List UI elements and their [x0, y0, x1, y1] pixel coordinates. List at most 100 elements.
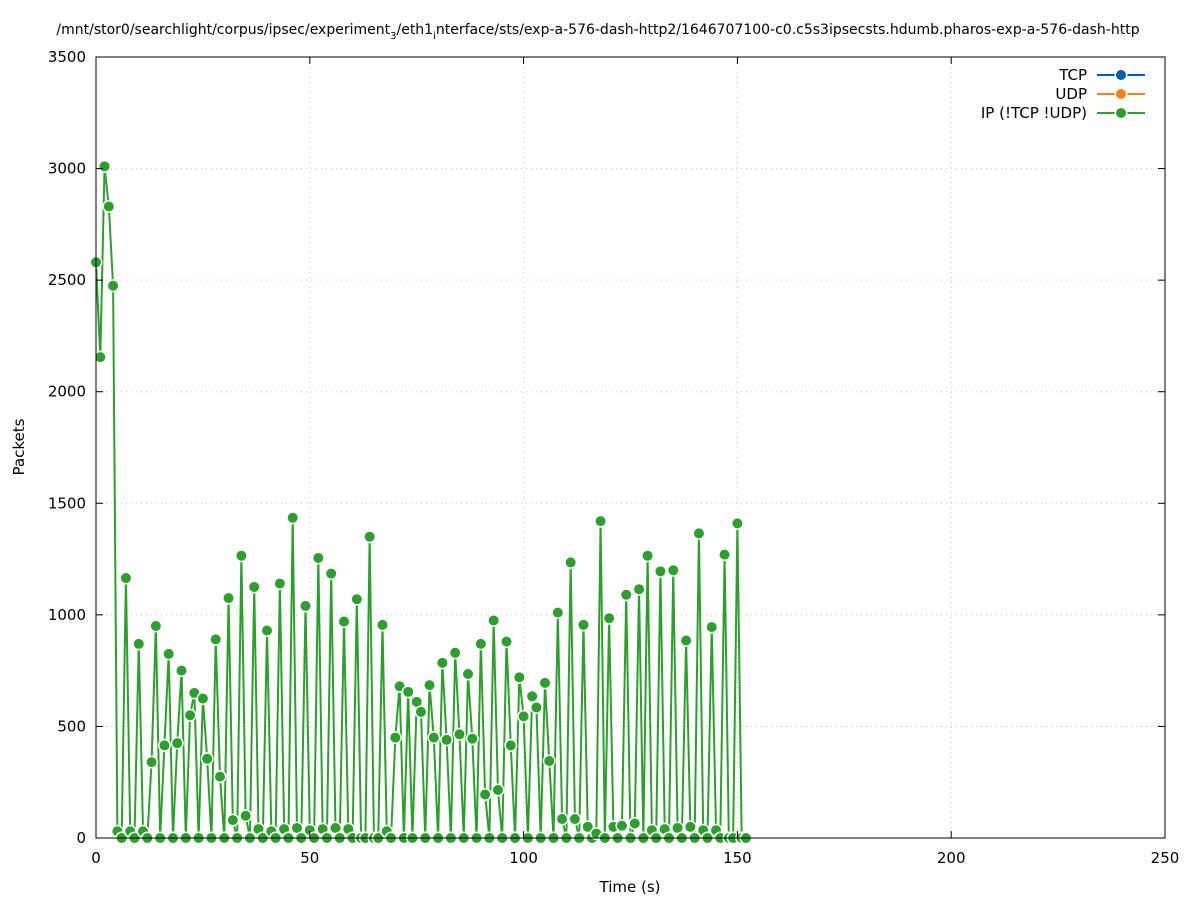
- data-point: [159, 740, 170, 751]
- data-point: [351, 594, 362, 605]
- x-axis-label: Time (s): [599, 878, 661, 896]
- data-point: [240, 810, 251, 821]
- data-point: [262, 625, 273, 636]
- data-point: [616, 820, 627, 831]
- data-point: [236, 550, 247, 561]
- x-tick-label: 0: [91, 849, 101, 867]
- data-point: [454, 729, 465, 740]
- data-point: [108, 280, 119, 291]
- data-point: [441, 734, 452, 745]
- data-point: [210, 634, 221, 645]
- data-point: [505, 740, 516, 751]
- legend-label: UDP: [1055, 85, 1087, 103]
- data-point: [99, 161, 110, 172]
- data-point: [377, 619, 388, 630]
- data-point: [681, 635, 692, 646]
- data-point: [552, 607, 563, 618]
- data-point: [719, 549, 730, 560]
- data-point: [475, 638, 486, 649]
- data-point: [706, 622, 717, 633]
- data-point: [197, 693, 208, 704]
- data-point: [527, 691, 538, 702]
- x-tick-label: 200: [937, 849, 966, 867]
- x-axis-ticks: 0 50 100 150 200 250: [91, 57, 1179, 867]
- data-point: [463, 668, 474, 679]
- data-point: [595, 516, 606, 527]
- plot-frame: [95, 56, 1166, 839]
- data-point: [343, 824, 354, 835]
- data-point: [531, 702, 542, 713]
- data-point: [621, 589, 632, 600]
- data-point: [339, 616, 350, 627]
- y-tick-label: 0: [76, 829, 86, 847]
- chart-title: /mnt/stor0/searchlight/corpus/ipsec/expe…: [56, 22, 1139, 42]
- x-tick-label: 150: [723, 849, 752, 867]
- series-line: [95, 166, 746, 842]
- y-axis-label: Packets: [10, 418, 28, 475]
- data-point: [223, 593, 234, 604]
- data-point: [428, 732, 439, 743]
- data-point: [582, 821, 593, 832]
- data-point: [163, 648, 174, 659]
- data-point: [518, 711, 529, 722]
- data-point: [326, 568, 337, 579]
- data-point: [693, 528, 704, 539]
- data-point: [364, 531, 375, 542]
- data-point: [467, 733, 478, 744]
- data-point: [249, 581, 260, 592]
- data-point: [300, 600, 311, 611]
- data-point: [253, 824, 264, 835]
- legend-label: IP (!TCP !UDP): [981, 104, 1087, 122]
- data-point: [634, 584, 645, 595]
- x-tick-label: 100: [509, 849, 538, 867]
- data-point: [655, 566, 666, 577]
- data-point: [103, 201, 114, 212]
- legend-marker: [1116, 89, 1126, 99]
- data-point: [394, 681, 405, 692]
- data-point: [146, 757, 157, 768]
- data-point: [185, 710, 196, 721]
- data-point: [227, 815, 238, 826]
- y-axis-ticks: 0 500 1000 1500 2000 2500 3000 3500: [48, 48, 1165, 847]
- legend-marker: [1116, 70, 1126, 80]
- data-point: [313, 552, 324, 563]
- data-point: [202, 753, 213, 764]
- data-point: [279, 824, 290, 835]
- y-tick-label: 3500: [48, 48, 86, 66]
- data-point: [411, 696, 422, 707]
- data-point: [557, 814, 568, 825]
- y-tick-label: 1500: [48, 494, 86, 512]
- data-point: [642, 550, 653, 561]
- data-point: [133, 638, 144, 649]
- data-point: [415, 706, 426, 717]
- y-tick-label: 500: [57, 717, 86, 735]
- data-point: [330, 822, 341, 833]
- data-point: [569, 814, 580, 825]
- data-point: [565, 557, 576, 568]
- y-tick-label: 2000: [48, 383, 86, 401]
- legend-label: TCP: [1058, 66, 1087, 84]
- data-point: [604, 613, 615, 624]
- data-point: [501, 636, 512, 647]
- x-tick-label: 50: [300, 849, 319, 867]
- data-point: [215, 771, 225, 782]
- x-tick-label: 250: [1151, 849, 1180, 867]
- data-point: [672, 822, 683, 833]
- data-point: [539, 677, 550, 688]
- data-point: [291, 822, 302, 833]
- data-point: [492, 785, 503, 796]
- data-point: [732, 518, 743, 529]
- data-point: [189, 687, 200, 698]
- data-point: [390, 732, 401, 743]
- data-point: [150, 621, 161, 632]
- legend-marker: [1116, 108, 1126, 118]
- data-point: [317, 824, 328, 835]
- data-point: [480, 789, 491, 800]
- grid-lines: [96, 57, 1165, 838]
- data-point: [437, 657, 448, 668]
- data-point: [514, 672, 525, 683]
- data-point: [274, 578, 285, 589]
- y-tick-label: 2500: [48, 271, 86, 289]
